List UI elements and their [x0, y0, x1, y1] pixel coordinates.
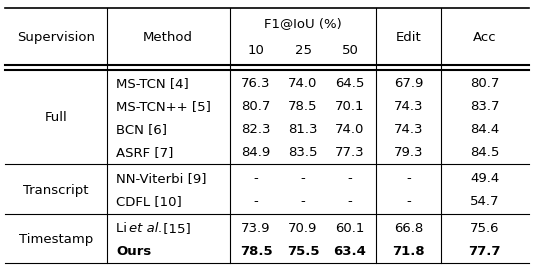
- Text: 77.3: 77.3: [335, 146, 365, 159]
- Text: Transcript: Transcript: [23, 184, 89, 197]
- Text: Ours: Ours: [116, 245, 152, 258]
- Text: 70.9: 70.9: [288, 222, 318, 235]
- Text: MS-TCN++ [5]: MS-TCN++ [5]: [116, 100, 211, 113]
- Text: Acc: Acc: [473, 31, 497, 44]
- Text: 74.0: 74.0: [335, 123, 365, 136]
- Text: 80.7: 80.7: [241, 100, 271, 113]
- Text: 74.3: 74.3: [394, 100, 423, 113]
- Text: Supervision: Supervision: [17, 31, 95, 44]
- Text: MS-TCN [4]: MS-TCN [4]: [116, 77, 189, 89]
- Text: 76.3: 76.3: [241, 77, 271, 89]
- Text: 80.7: 80.7: [470, 77, 499, 89]
- Text: CDFL [10]: CDFL [10]: [116, 196, 182, 208]
- Text: 81.3: 81.3: [288, 123, 318, 136]
- Text: Timestamp: Timestamp: [19, 233, 93, 246]
- Text: -: -: [406, 172, 411, 185]
- Text: -: -: [254, 196, 258, 208]
- Text: 64.5: 64.5: [335, 77, 365, 89]
- Text: 54.7: 54.7: [470, 196, 499, 208]
- Text: 78.5: 78.5: [240, 245, 272, 258]
- Text: 74.3: 74.3: [394, 123, 423, 136]
- Text: 84.5: 84.5: [470, 146, 499, 159]
- Text: 75.5: 75.5: [287, 245, 319, 258]
- Text: 77.7: 77.7: [468, 245, 501, 258]
- Text: -: -: [348, 172, 352, 185]
- Text: Edit: Edit: [396, 31, 421, 44]
- Text: Full: Full: [45, 111, 67, 124]
- Text: 25: 25: [295, 45, 311, 57]
- Text: -: -: [348, 196, 352, 208]
- Text: 84.9: 84.9: [241, 146, 271, 159]
- Text: 73.9: 73.9: [241, 222, 271, 235]
- Text: 50: 50: [342, 45, 358, 57]
- Text: 10: 10: [248, 45, 264, 57]
- Text: [15]: [15]: [159, 222, 190, 235]
- Text: et al.: et al.: [129, 222, 163, 235]
- Text: BCN [6]: BCN [6]: [116, 123, 168, 136]
- Text: 83.5: 83.5: [288, 146, 318, 159]
- Text: 49.4: 49.4: [470, 172, 499, 185]
- Text: 75.6: 75.6: [470, 222, 499, 235]
- Text: Method: Method: [143, 31, 193, 44]
- Text: 63.4: 63.4: [334, 245, 366, 258]
- Text: 67.9: 67.9: [394, 77, 423, 89]
- Text: 84.4: 84.4: [470, 123, 499, 136]
- Text: 60.1: 60.1: [335, 222, 365, 235]
- Text: 74.0: 74.0: [288, 77, 318, 89]
- Text: 78.5: 78.5: [288, 100, 318, 113]
- Text: -: -: [406, 196, 411, 208]
- Text: ASRF [7]: ASRF [7]: [116, 146, 174, 159]
- Text: F1@IoU (%): F1@IoU (%): [264, 17, 342, 30]
- Text: 70.1: 70.1: [335, 100, 365, 113]
- Text: -: -: [254, 172, 258, 185]
- Text: -: -: [301, 196, 305, 208]
- Text: 83.7: 83.7: [470, 100, 499, 113]
- Text: 71.8: 71.8: [392, 245, 425, 258]
- Text: 82.3: 82.3: [241, 123, 271, 136]
- Text: 66.8: 66.8: [394, 222, 423, 235]
- Text: 79.3: 79.3: [394, 146, 423, 159]
- Text: -: -: [301, 172, 305, 185]
- Text: Li: Li: [116, 222, 132, 235]
- Text: NN-Viterbi [9]: NN-Viterbi [9]: [116, 172, 207, 185]
